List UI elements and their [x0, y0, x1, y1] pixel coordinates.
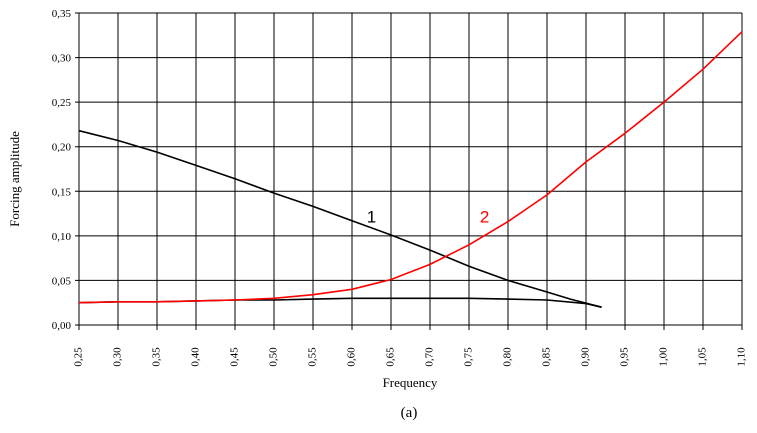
y-tick-label: 0,00 [52, 320, 72, 332]
grid [75, 12, 743, 330]
y-tick-label: 0,35 [52, 8, 72, 20]
x-tick-label: 0,70 [424, 347, 436, 367]
y-tick-label: 0,15 [52, 186, 72, 198]
x-tick-label: 0,55 [307, 347, 319, 367]
curve-1-line [78, 129, 602, 308]
x-tick-label: 0,60 [346, 347, 358, 367]
x-axis-title: Frequency [383, 375, 438, 390]
x-tick-label: 1,00 [658, 347, 670, 367]
x-tick-label: 0,90 [580, 347, 592, 367]
x-tick-label: 0,50 [268, 347, 280, 367]
curve-1-label: 1 [367, 207, 376, 226]
x-tick-labels: 0,25 0,30 0,35 0,40 0,45 0,50 0,55 0,60 0,65 0,70… [73, 347, 748, 367]
x-tick-label: 0,65 [385, 347, 397, 367]
x-tick-label: 1,05 [697, 347, 709, 367]
y-axis-title: Forcing amplitude [7, 131, 22, 227]
curve-2-line [78, 31, 743, 304]
y-tick-label: 0,05 [52, 275, 72, 287]
y-tick-label: 0,25 [52, 97, 72, 109]
curve-2-label: 2 [480, 207, 489, 226]
x-tick-label: 0,75 [463, 347, 475, 367]
x-tick-label: 0,85 [541, 347, 553, 367]
x-tick-label: 0,95 [619, 347, 631, 367]
figure-caption: (a) [401, 405, 418, 421]
x-tick-label: 0,25 [73, 347, 85, 367]
y-tick-labels: 0,00 0,05 0,10 0,15 0,20 0,25 0,30 0,35 [52, 8, 72, 332]
y-tick-label: 0,10 [52, 231, 72, 243]
x-tick-label: 1,10 [736, 347, 748, 367]
x-tick-label: 0,30 [112, 347, 124, 367]
curves [78, 31, 743, 308]
x-tick-label: 0,80 [502, 347, 514, 367]
y-tick-label: 0,20 [52, 142, 72, 154]
x-tick-label: 0,40 [190, 347, 202, 367]
y-tick-label: 0,30 [52, 53, 72, 65]
x-tick-label: 0,35 [151, 347, 163, 367]
x-tick-label: 0,45 [229, 347, 241, 367]
